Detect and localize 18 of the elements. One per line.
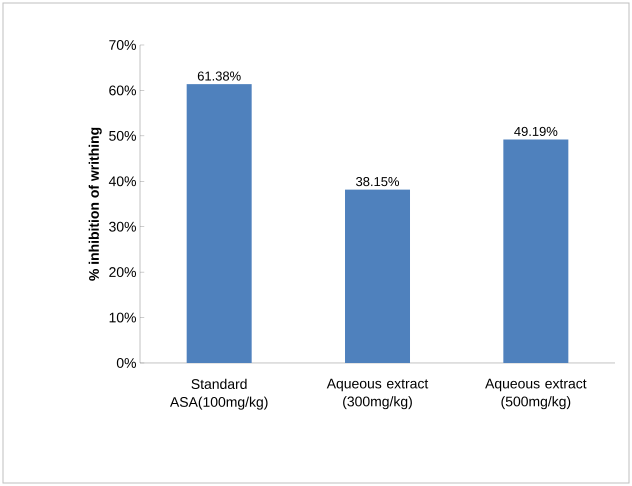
- y-axis-title: % inhibition of writhing: [88, 128, 102, 281]
- data-label: 61.38%: [198, 71, 241, 81]
- bar: [345, 190, 410, 363]
- y-tick-label: 40%: [108, 176, 136, 186]
- data-label: 38.15%: [356, 176, 400, 186]
- y-tick-label: 70%: [109, 40, 136, 50]
- x-tick-label: Standard ASA(100mg/kg): [170, 378, 268, 410]
- x-tick-label: Aqueous extract (300mg/kg): [326, 378, 428, 410]
- x-tick-label: Aqueous extract (500mg/kg): [485, 378, 587, 410]
- y-tick-label: 50%: [109, 130, 136, 141]
- bar: [186, 84, 252, 363]
- y-tick-label: 20%: [109, 267, 136, 278]
- data-label: 49.19%: [514, 126, 558, 136]
- bar: [503, 140, 568, 363]
- y-tick-label: 10%: [110, 312, 136, 322]
- y-tick-label: 60%: [109, 85, 136, 96]
- y-tick-label: 0%: [116, 358, 136, 368]
- y-tick-label: 30%: [109, 222, 136, 232]
